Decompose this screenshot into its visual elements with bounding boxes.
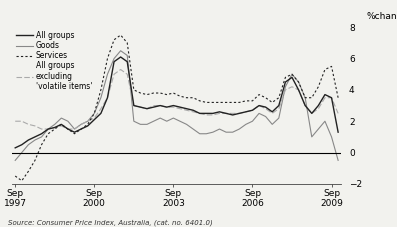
Text: Source: Consumer Price Index, Australia, (cat. no. 6401.0): Source: Consumer Price Index, Australia,… (8, 219, 213, 226)
Legend: All groups, Goods, Services, All groups
excluding
'volatile items': All groups, Goods, Services, All groups … (16, 31, 92, 91)
Y-axis label: %change: %change (366, 12, 397, 21)
